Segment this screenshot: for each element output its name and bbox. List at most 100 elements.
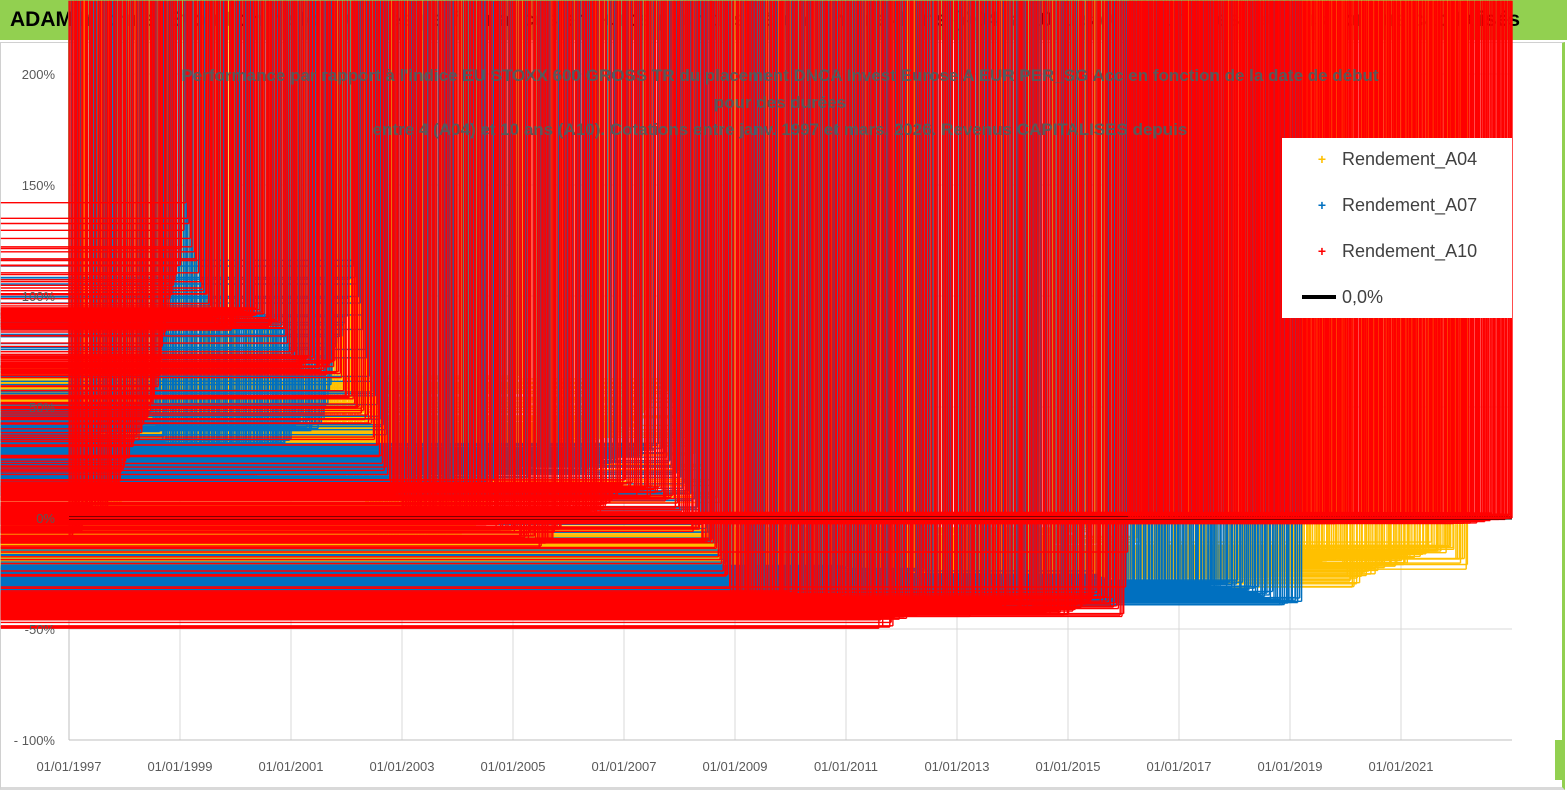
data-point: [0, 0, 373, 425]
legend-label-a10: Rendement_A10: [1342, 240, 1478, 261]
data-point: [0, 0, 1127, 588]
x-axis-ticks: 01/01/1997 01/01/1999 01/01/2001 01/01/2003…: [36, 759, 1433, 774]
data-point: [0, 0, 662, 490]
data-point: [0, 0, 542, 547]
y-tick-label: - 100%: [14, 733, 56, 748]
data-point: [0, 0, 310, 358]
data-point: [0, 0, 353, 397]
data-point: [0, 0, 196, 253]
x-tick-label: 01/01/2019: [1257, 759, 1322, 774]
data-point: [0, 0, 354, 400]
data-point: [0, 0, 894, 627]
x-tick-label: 01/01/2005: [480, 759, 545, 774]
x-tick-label: 01/01/2007: [591, 759, 656, 774]
data-point: [0, 0, 714, 544]
data-point: [0, 0, 363, 409]
data-point: [0, 0, 212, 307]
data-point: [0, 0, 258, 309]
data-point: [0, 0, 674, 496]
data-point: [0, 0, 331, 364]
data-point: [0, 0, 376, 441]
data-point: [0, 0, 200, 274]
data-point: [0, 0, 287, 337]
data-point: [0, 0, 171, 300]
data-point: [0, 0, 289, 344]
data-point: [0, 0, 385, 472]
data-point: [0, 0, 286, 329]
data-point: [0, 0, 198, 262]
data-point: [0, 0, 660, 488]
data-point: [0, 0, 389, 476]
data-point: [0, 0, 210, 305]
data-point: [0, 0, 175, 286]
data-point: [0, 0, 1097, 592]
data-point: [0, 0, 1123, 618]
data-point: [0, 0, 536, 537]
data-point: [0, 0, 723, 565]
x-tick-label: 01/01/2009: [702, 759, 767, 774]
data-point: [0, 0, 208, 295]
data-point: [0, 0, 187, 204]
data-point: [0, 0, 683, 512]
data-point: [0, 0, 1118, 607]
data-point: [0, 0, 336, 362]
y-tick-label: 150%: [22, 178, 56, 193]
data-point: [0, 0, 137, 436]
data-point: [0, 0, 280, 322]
data-point: [0, 0, 701, 530]
data-point: [0, 0, 273, 325]
legend-item-a10: + Rendement_A10: [1302, 238, 1477, 264]
data-point: [0, 0, 285, 329]
data-point: [0, 0, 262, 313]
data-point: [0, 0, 340, 373]
data-point: [0, 0, 720, 558]
legend-marker-a07: +: [1317, 197, 1327, 213]
data-point: [0, 0, 296, 353]
data-point: [0, 0, 142, 430]
data-point: [0, 0, 182, 266]
data-point: [0, 0, 679, 504]
x-tick-label: 01/01/1997: [36, 759, 101, 774]
data-point: [0, 0, 365, 412]
data-point: [0, 0, 1120, 610]
y-tick-label: 200%: [22, 67, 56, 82]
data-point: [0, 0, 269, 319]
frame-corner-accent: [1555, 740, 1563, 780]
data-point: [0, 0, 892, 624]
chart-title-line-2: pour des durées: [713, 93, 847, 112]
x-tick-label: 01/01/2001: [258, 759, 323, 774]
legend-label-a04: Rendement_A04: [1342, 148, 1478, 169]
data-point: [0, 0, 315, 359]
data-point: [0, 0, 721, 561]
data-point: [0, 0, 189, 219]
data-point: [0, 0, 680, 508]
data-point: [0, 0, 1114, 598]
data-point: [0, 0, 293, 355]
data-point: [0, 0, 322, 371]
data-point: [0, 0, 1115, 608]
data-point: [0, 0, 1108, 602]
data-point: [0, 0, 1129, 553]
data-point: [0, 0, 729, 576]
y-tick-label: 100%: [22, 289, 56, 304]
data-point: [0, 0, 681, 511]
data-point: [0, 0, 1117, 604]
data-point: [0, 0, 379, 446]
x-tick-label: 01/01/1999: [147, 759, 212, 774]
data-point: [0, 0, 261, 311]
data-point: [0, 0, 366, 421]
data-point: [0, 0, 700, 529]
data-point: [0, 0, 143, 434]
data-point: [0, 0, 663, 493]
data-point: [0, 0, 555, 533]
chart-legend: + Rendement_A04 + Rendement_A07 + Rendem…: [1282, 138, 1512, 318]
data-point: [0, 0, 127, 462]
data-point: [0, 0, 281, 324]
data-point: [0, 0, 192, 240]
legend-label-a07: Rendement_A07: [1342, 194, 1478, 215]
data-point: [0, 0, 372, 420]
data-point: [0, 0, 1100, 595]
chart-title-line-1: Performance par rapport à l'indice EU ST…: [181, 66, 1379, 85]
data-point: [0, 0, 193, 248]
chart-title: Performance par rapport à l'indice EU ST…: [150, 62, 1410, 143]
